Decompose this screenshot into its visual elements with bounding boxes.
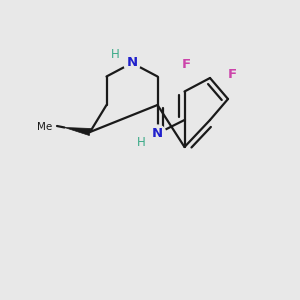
Circle shape — [179, 58, 193, 71]
Polygon shape — [64, 128, 91, 136]
Text: N: N — [126, 56, 138, 70]
Text: N: N — [152, 127, 163, 140]
Text: Me: Me — [37, 122, 52, 132]
Circle shape — [226, 67, 239, 81]
Circle shape — [149, 125, 166, 142]
Circle shape — [124, 55, 140, 71]
Text: H: H — [111, 47, 120, 61]
Text: F: F — [182, 58, 190, 71]
Text: H: H — [136, 136, 146, 149]
Text: F: F — [228, 68, 237, 81]
